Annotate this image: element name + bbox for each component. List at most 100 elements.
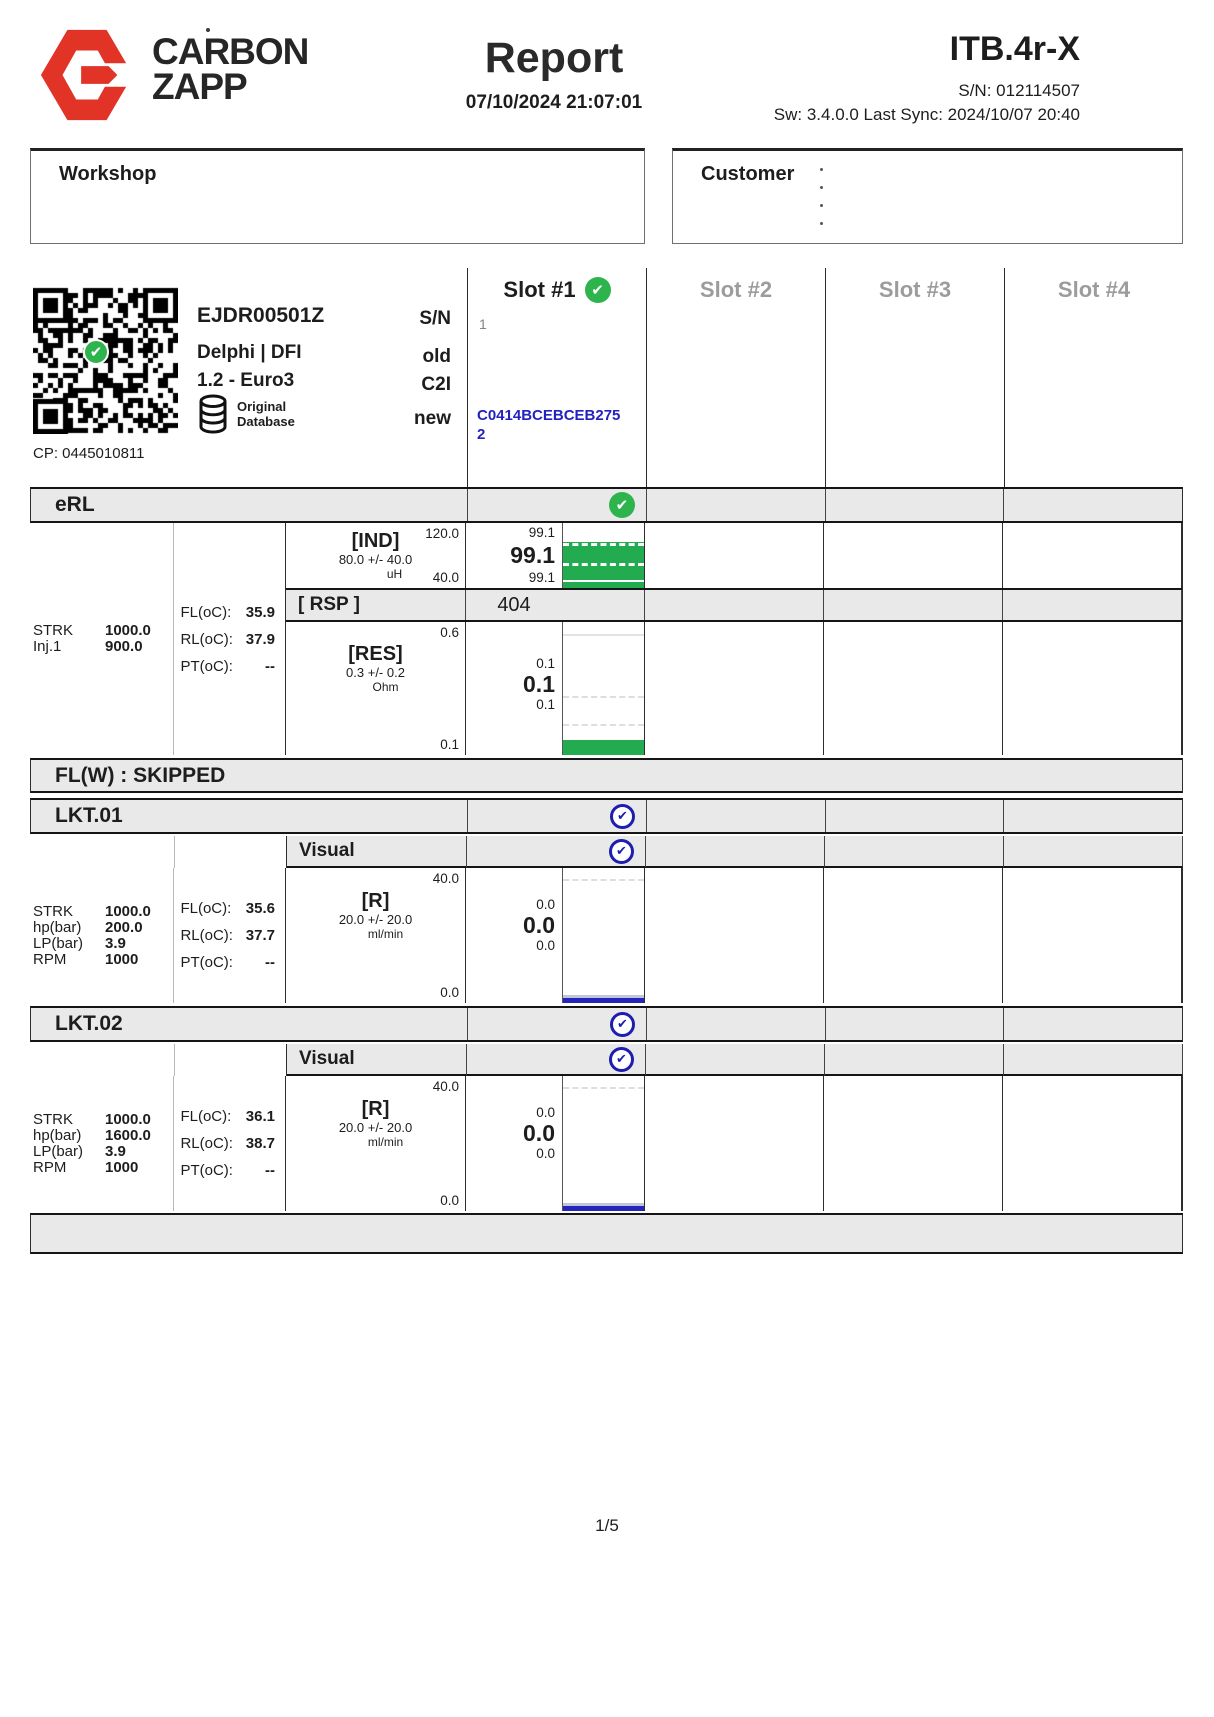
lkt01-r-slot1: 0.0 0.0 0.0 xyxy=(466,868,645,1003)
erl-section-title: eRL xyxy=(55,493,95,516)
injector-code: EJDR00501Z xyxy=(197,304,325,327)
slot-empty-cell xyxy=(1004,836,1183,868)
value-max: 99.1 xyxy=(528,525,555,540)
slot-empty-cell xyxy=(645,1008,825,1040)
print-artifact-dot xyxy=(206,28,210,32)
injector-family: 1.2 - Euro3 xyxy=(197,370,295,391)
customer-box: Customer xyxy=(672,148,1183,244)
database-badge: Original Database xyxy=(198,394,295,434)
slot-1-label: Slot #1 xyxy=(503,277,576,302)
value-min: 0.0 xyxy=(536,938,555,953)
param-row: LP(bar) 3.9 xyxy=(33,1142,126,1160)
page-title: Report xyxy=(484,34,624,82)
lkt02-r-slot1: 0.0 0.0 0.0 xyxy=(466,1076,645,1211)
axis-min-label: 0.0 xyxy=(440,985,459,1000)
axis-max-label: 0.6 xyxy=(440,625,459,640)
temp-row: FL(oC): 36.1 xyxy=(180,1108,275,1125)
value-max: 0.0 xyxy=(536,1105,555,1120)
slot-1-pass-check-icon: ✔ xyxy=(584,277,611,303)
lkt02-r-row: 40.0 0.0 [R] 20.0 +/- 20.0 ml/min 0.0 0.… xyxy=(286,1076,1182,1211)
slot-empty-cell xyxy=(824,590,1003,620)
slot-empty-cell xyxy=(645,523,824,588)
slot-empty-cell xyxy=(824,1008,1004,1040)
erl-slot1-pass-check-icon: ✔ xyxy=(608,492,635,518)
slot-1-header: Slot #1 ✔ xyxy=(468,268,646,312)
injector-brand: Delphi | DFI xyxy=(197,342,302,363)
temp-row: RL(oC): 37.9 xyxy=(180,630,275,648)
workshop-box: Workshop xyxy=(30,148,645,244)
erl-slot2-cell xyxy=(645,489,825,521)
lkt01-r-bar-chart xyxy=(562,868,644,1003)
value-avg: 99.1 xyxy=(510,542,555,568)
value-min: 0.1 xyxy=(536,697,555,712)
test-unit: Ohm xyxy=(372,680,399,694)
label-old: old xyxy=(422,346,452,367)
erl-ind-bar-chart xyxy=(562,523,644,588)
value-avg: 0.0 xyxy=(523,1120,555,1146)
erl-temps: FL(oC): 35.9 RL(oC): 37.9 PT(oC): -- xyxy=(174,523,286,755)
slot-2-label: Slot #2 xyxy=(699,277,773,302)
value-min: 99.1 xyxy=(528,570,555,585)
flw-section-header: FL(W) : SKIPPED xyxy=(30,758,1183,793)
test-unit: ml/min xyxy=(367,1135,404,1149)
axis-min-label: 0.1 xyxy=(440,737,459,752)
erl-res-slot1: 0.1 0.1 0.1 xyxy=(466,622,645,755)
test-nominal: 80.0 +/- 40.0 xyxy=(338,552,413,567)
lkt01-r-descriptor: 40.0 0.0 [R] 20.0 +/- 20.0 ml/min xyxy=(286,868,466,1003)
lkt02-visual-label: Visual xyxy=(287,1044,467,1076)
axis-max-label: 120.0 xyxy=(425,526,459,541)
slot-empty-cell xyxy=(1003,590,1182,620)
spacer-cell xyxy=(30,1044,175,1076)
lkt01-temps: FL(oC): 35.6 RL(oC): 37.7 PT(oC): -- xyxy=(174,868,286,1003)
report-title-block: Report 07/10/2024 21:07:01 xyxy=(428,34,680,114)
slot-empty-cell xyxy=(1003,1008,1182,1040)
param-row: STRK 1000.0 xyxy=(33,622,151,639)
lkt01-body: STRK 1000.0 hp(bar) 200.0 LP(bar) 3.9 RPM 10… xyxy=(30,868,1183,1003)
lkt01-visual-label: Visual xyxy=(287,836,467,868)
erl-rsp-name: [ RSP ] xyxy=(286,590,466,620)
slot-3-label: Slot #3 xyxy=(878,277,952,302)
slot-empty-cell xyxy=(645,622,824,755)
lkt02-visual-check-icon: ✔ xyxy=(609,1046,634,1072)
lkt02-visual-row: Visual ✔ xyxy=(30,1044,1183,1076)
lkt02-r-values: 0.0 0.0 0.0 xyxy=(466,1076,562,1211)
value-max: 0.0 xyxy=(536,897,555,912)
erl-rsp-row: [ RSP ] 404 xyxy=(286,588,1182,622)
slot-empty-cell xyxy=(645,800,825,832)
test-name: [R] xyxy=(361,890,390,912)
param-row: STRK 1000.0 xyxy=(33,902,151,920)
slot-empty-cell xyxy=(1003,622,1182,755)
value-min: 0.0 xyxy=(536,1146,555,1161)
lkt01-r-values: 0.0 0.0 0.0 xyxy=(466,868,562,1003)
test-name: [IND] xyxy=(351,530,400,552)
value-max: 0.1 xyxy=(536,656,555,671)
temp-row: FL(oC): 35.9 xyxy=(180,603,275,621)
param-row: RPM 1000 xyxy=(33,1158,139,1176)
report-table: ✔ CP: 0445010811 EJDR00501Z Delphi | DFI… xyxy=(30,268,1183,1254)
test-name: [RES] xyxy=(348,643,403,665)
value-avg: 0.0 xyxy=(523,912,555,938)
slot-4-label: Slot #4 xyxy=(1057,277,1131,302)
device-serial: S/N: 012114507 xyxy=(958,81,1080,100)
slot-4-column: Slot #4 xyxy=(1004,268,1183,487)
erl-params: STRK 1000.0 Inj.1 900.0 xyxy=(30,523,175,755)
slot-empty-cell xyxy=(645,1076,824,1211)
device-sw-sync: Sw: 3.4.0.0 Last Sync: 2024/10/07 20:40 xyxy=(773,105,1080,124)
slot-empty-cell xyxy=(824,868,1003,1003)
lkt02-temps: FL(oC): 36.1 RL(oC): 38.7 PT(oC): -- xyxy=(174,1076,286,1211)
slot-empty-cell xyxy=(646,836,825,868)
database-icon xyxy=(199,394,227,434)
axis-max-label: 40.0 xyxy=(432,871,459,886)
lkt01-params: STRK 1000.0 hp(bar) 200.0 LP(bar) 3.9 RPM 10… xyxy=(30,868,175,1003)
temp-row: PT(oC): -- xyxy=(180,954,275,971)
test-unit: uH xyxy=(386,567,403,581)
erl-res-bar-chart xyxy=(562,622,644,755)
lkt02-body: STRK 1000.0 hp(bar) 1600.0 LP(bar) 3.9 RPM 1… xyxy=(30,1076,1183,1211)
erl-ind-values: 99.1 99.1 99.1 xyxy=(466,523,562,588)
value-avg: 0.1 xyxy=(523,671,555,697)
param-row: Inj.1 900.0 xyxy=(33,638,143,655)
slot-empty-cell xyxy=(1003,868,1182,1003)
workshop-label: Workshop xyxy=(59,163,157,185)
lkt01-section-header: LKT.01 ✔ xyxy=(30,798,1183,834)
